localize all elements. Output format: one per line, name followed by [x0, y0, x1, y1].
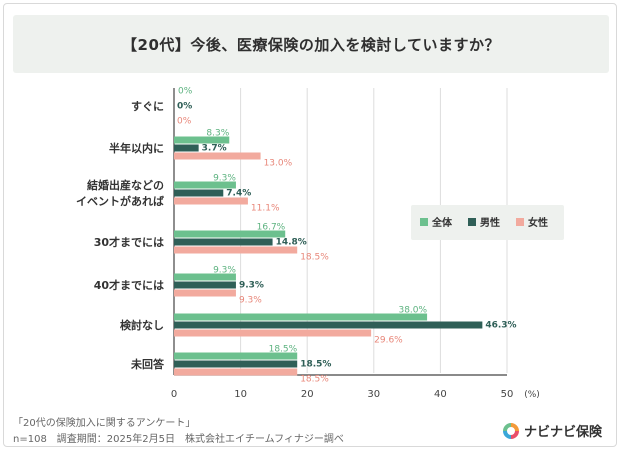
x-tick-label: 30: [367, 389, 380, 400]
category-label: 結婚出産などの: [87, 178, 164, 192]
category-label: 40才までには: [94, 278, 164, 292]
value-label-male: 14.8%: [276, 238, 307, 248]
category-label: イベントがあれば: [76, 194, 164, 208]
value-label-female: 13.0%: [264, 159, 293, 169]
value-label-all: 0%: [178, 87, 193, 97]
bar-all: [174, 136, 230, 144]
bar-male: [174, 360, 298, 368]
value-label-male: 9.3%: [239, 281, 264, 291]
value-label-male: 0%: [177, 102, 192, 112]
x-tick-label: 40: [434, 389, 447, 400]
value-label-female: 0%: [177, 117, 192, 127]
brand-logo: ナビナビ保険: [502, 421, 602, 440]
legend-label: 男性: [480, 216, 500, 229]
legend-swatch: [516, 218, 524, 226]
bar-all: [174, 313, 428, 321]
brand-mark-icon: [502, 422, 519, 439]
value-label-all: 18.5%: [269, 345, 298, 355]
bar-all: [174, 273, 236, 281]
value-label-male: 7.4%: [226, 189, 251, 199]
legend-box: [411, 205, 564, 240]
category-label: 検討なし: [120, 318, 164, 332]
bar-male: [174, 238, 273, 246]
survey-name: 「20代の保険加入に関するアンケート」: [13, 418, 196, 429]
x-unit-label: (%): [524, 390, 540, 400]
bar-female: [174, 329, 372, 337]
value-label-all: 38.0%: [398, 306, 427, 316]
x-tick-label: 50: [501, 389, 514, 400]
survey-details: n=108 調査期間：2025年2月5日 株式会社エイチームフィナジー調べ: [13, 434, 344, 445]
value-label-all: 16.7%: [257, 223, 286, 233]
chart-frame: [3, 3, 617, 447]
value-label-all: 8.3%: [206, 129, 229, 139]
category-label: 30才までには: [94, 235, 164, 249]
category-label: 未回答: [130, 357, 165, 371]
category-label: すぐに: [131, 100, 164, 113]
value-label-male: 46.3%: [485, 321, 516, 331]
legend-label: 女性: [528, 216, 548, 229]
bar-all: [174, 352, 298, 360]
x-tick-label: 20: [301, 389, 314, 400]
value-label-female: 18.5%: [300, 375, 329, 385]
bar-male: [174, 144, 199, 152]
value-label-female: 9.3%: [239, 296, 262, 306]
bar-male: [174, 281, 236, 289]
category-label: 半年以内に: [109, 141, 164, 155]
legend-swatch: [468, 218, 476, 226]
bar-female: [174, 289, 236, 297]
bar-female: [174, 152, 261, 160]
x-tick-label: 10: [234, 389, 247, 400]
value-label-all: 9.3%: [213, 266, 236, 276]
bar-female: [174, 368, 298, 376]
chart-title: 【20代】今後、医療保険の加入を検討していますか？: [13, 15, 609, 73]
bar-female: [174, 246, 298, 254]
x-tick-label: 0: [171, 389, 177, 400]
value-label-male: 3.7%: [202, 144, 227, 154]
legend-swatch: [420, 218, 428, 226]
value-label-female: 18.5%: [300, 253, 329, 263]
value-label-all: 9.3%: [213, 174, 236, 184]
value-label-male: 18.5%: [300, 360, 331, 370]
brand-name: ナビナビ保険: [523, 425, 602, 440]
value-label-female: 29.6%: [374, 336, 403, 346]
bar-female: [174, 197, 248, 205]
legend-label: 全体: [431, 216, 453, 229]
bar-male: [174, 189, 224, 197]
bar-all: [174, 181, 236, 189]
value-label-female: 11.1%: [251, 204, 280, 214]
bar-all: [174, 230, 286, 238]
bar-male: [174, 321, 483, 329]
